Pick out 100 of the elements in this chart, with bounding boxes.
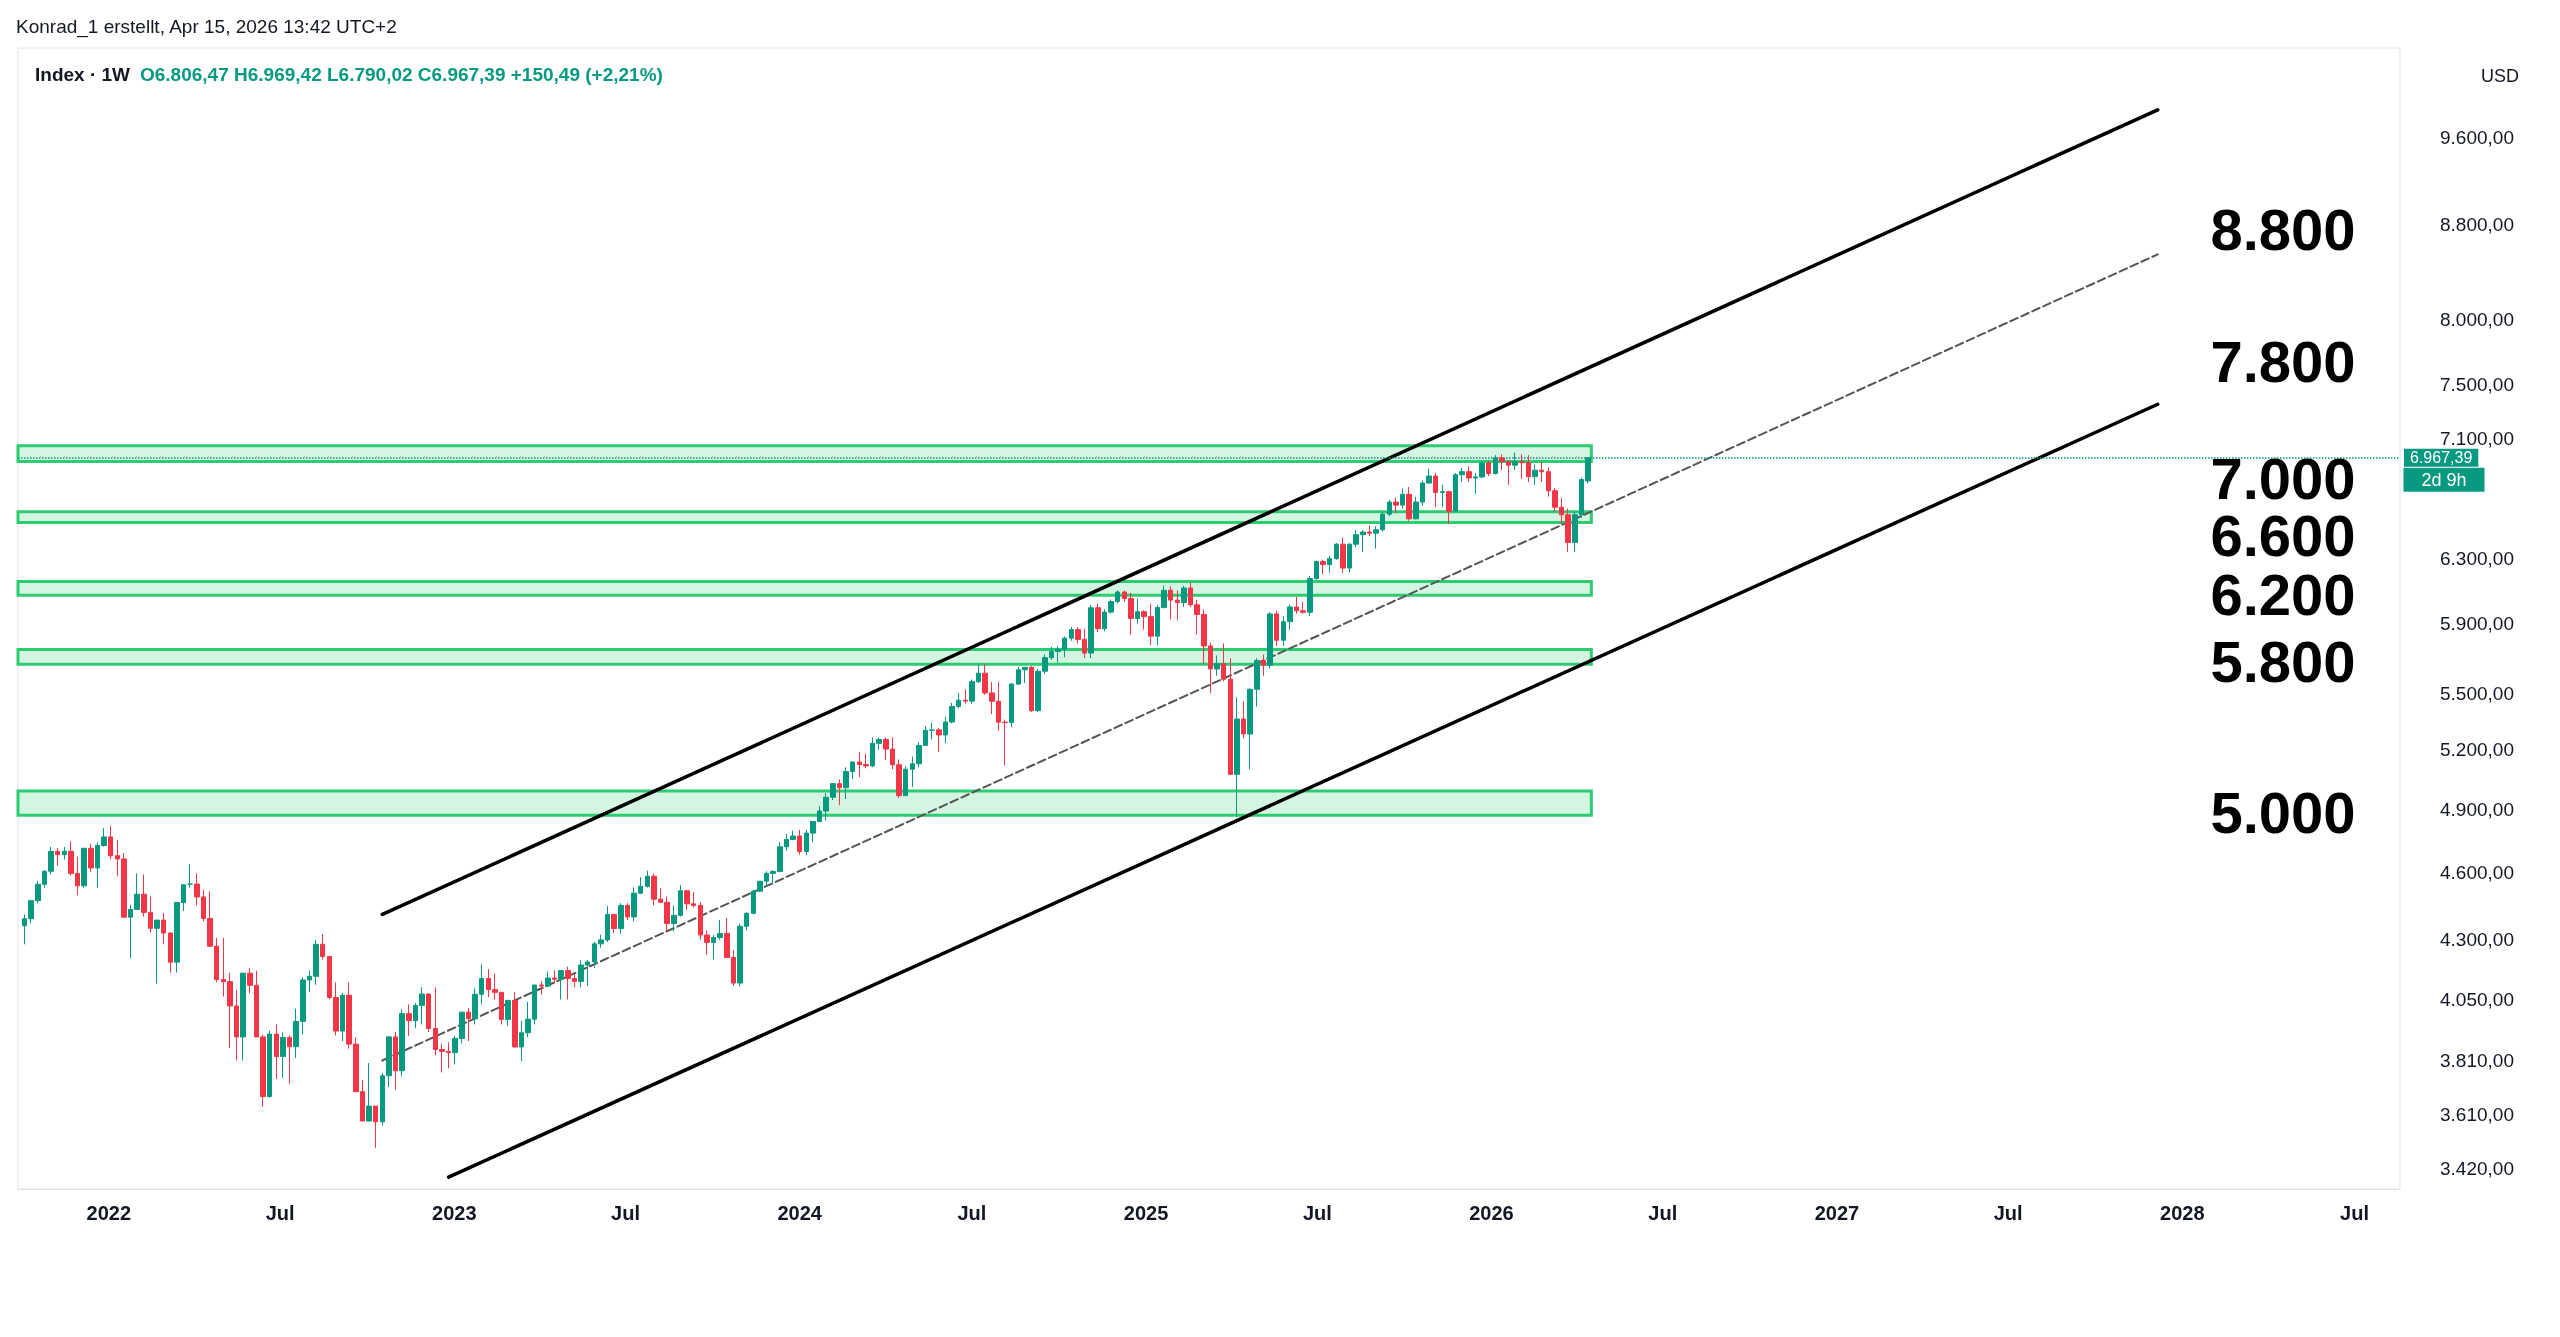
candlestick [1135, 598, 1140, 625]
y-tick-label: 9.600,00 [2440, 127, 2514, 148]
x-tick-label: 2027 [1814, 1202, 1860, 1224]
candlestick [645, 870, 650, 889]
ref-line-label: 6.967,39 [2410, 449, 2473, 467]
candlestick [1175, 589, 1180, 621]
y-tick-label: 8.000,00 [2440, 309, 2514, 331]
x-tick-label: Jul [1302, 1202, 1332, 1224]
text: Konrad_1 erstellt, Apr 15, 2026 13:42 UTC+2 [16, 15, 397, 38]
candlestick [1241, 700, 1246, 739]
candlestick [1340, 537, 1346, 574]
text: O6.806,47 H6.969,42 L6.790,02 C6.967,39 +150,49 (+2,21%) [140, 64, 663, 85]
y-tick-label: 5.200,00 [2440, 739, 2514, 761]
y-tick-label: 7.500,00 [2440, 373, 2514, 395]
y-tick-label: 4.600,00 [2440, 861, 2514, 883]
candlestick [618, 902, 624, 935]
y-tick-label: 4.900,00 [2440, 798, 2514, 820]
candlestick [545, 971, 551, 988]
y-tick-label: 5.900,00 [2440, 613, 2514, 635]
candlestick [1446, 490, 1452, 525]
candlestick [1486, 460, 1491, 477]
candlestick [611, 913, 617, 934]
candlestick [287, 1034, 292, 1085]
candlestick [1320, 559, 1326, 575]
candlestick [552, 969, 557, 985]
y-tick-label: 7.100,00 [2440, 428, 2514, 450]
candlestick [1327, 555, 1332, 574]
x-tick-label: Jul [1648, 1202, 1678, 1224]
candlestick [1009, 682, 1014, 728]
y-tick-label: 5.500,00 [2440, 683, 2514, 705]
candlestick [1466, 466, 1472, 483]
candlestick [1234, 696, 1240, 818]
candlestick [1539, 461, 1544, 483]
candlestick [393, 1031, 398, 1091]
candlestick [837, 778, 842, 806]
candlestick [1221, 642, 1226, 682]
candlestick [797, 829, 802, 856]
candlestick [1433, 472, 1438, 508]
y-tick-label: 4.050,00 [2440, 988, 2514, 1010]
x-tick-label: 2028 [2160, 1202, 2205, 1224]
candlestick [558, 969, 564, 1000]
x-tick-label: 2024 [777, 1202, 823, 1224]
candlestick [1214, 655, 1220, 677]
x-tick-label: Jul [2340, 1202, 2370, 1224]
y-tick-label: 6.300,00 [2440, 547, 2514, 569]
candlestick [936, 727, 942, 753]
candlestick [88, 843, 94, 873]
candlestick [1228, 657, 1233, 776]
y-tick-label: 3.420,00 [2440, 1157, 2514, 1179]
x-tick-label: Jul [957, 1202, 987, 1224]
x-tick-label: 2026 [1469, 1202, 1514, 1224]
candlestick [274, 1023, 279, 1080]
candlestick [1400, 488, 1405, 510]
candlestick [1261, 654, 1266, 677]
candlestick [1406, 486, 1412, 522]
candlestick [1387, 499, 1392, 517]
candlestick [625, 902, 630, 921]
annotation: 7.800 [2210, 328, 2356, 394]
text: USD [2480, 66, 2520, 86]
candlestick [366, 1062, 372, 1122]
x-tick-label: Jul [611, 1202, 641, 1224]
candlestick [1181, 585, 1187, 608]
x-tick-label: 2023 [432, 1202, 477, 1224]
annotation: 5.000 [2210, 779, 2356, 845]
candlestick [320, 933, 325, 961]
candlestick [1267, 611, 1273, 670]
x-tick-label: Jul [265, 1202, 295, 1224]
candlestick [539, 980, 544, 996]
candlestick [406, 1003, 412, 1037]
y-tick-label: 8.800,00 [2440, 213, 2514, 235]
candlestick [426, 992, 431, 1033]
candlestick [168, 932, 173, 974]
candlestick [240, 972, 246, 1061]
candlestick [1367, 524, 1372, 537]
candlestick [1334, 542, 1339, 561]
y-tick-label: 3.810,00 [2440, 1049, 2514, 1071]
candlestick [466, 1007, 471, 1042]
x-tick-label: Jul [1993, 1202, 2023, 1224]
candlestick [81, 847, 87, 889]
candlestick [154, 919, 160, 985]
candlestick [1168, 585, 1173, 620]
annotation: 8.800 [2210, 196, 2356, 262]
candlestick [1532, 463, 1538, 486]
candlestick [187, 863, 193, 889]
candlestick [1095, 603, 1101, 633]
candlestick [161, 912, 166, 945]
candlestick [62, 846, 67, 860]
candlestick [1274, 610, 1279, 647]
candlestick [963, 688, 968, 705]
candlestick [1088, 604, 1094, 659]
candlestick [280, 1032, 286, 1079]
annotation: 5.800 [2210, 628, 2356, 694]
candlestick [267, 1030, 272, 1099]
candlestick [1393, 496, 1399, 514]
candlestick [55, 847, 60, 867]
y-tick-label: 4.300,00 [2440, 929, 2514, 951]
text: 2d 9h [2421, 469, 2467, 490]
candlestick [1029, 665, 1034, 713]
candlestick [108, 825, 113, 860]
x-tick-label: 2022 [86, 1202, 132, 1224]
